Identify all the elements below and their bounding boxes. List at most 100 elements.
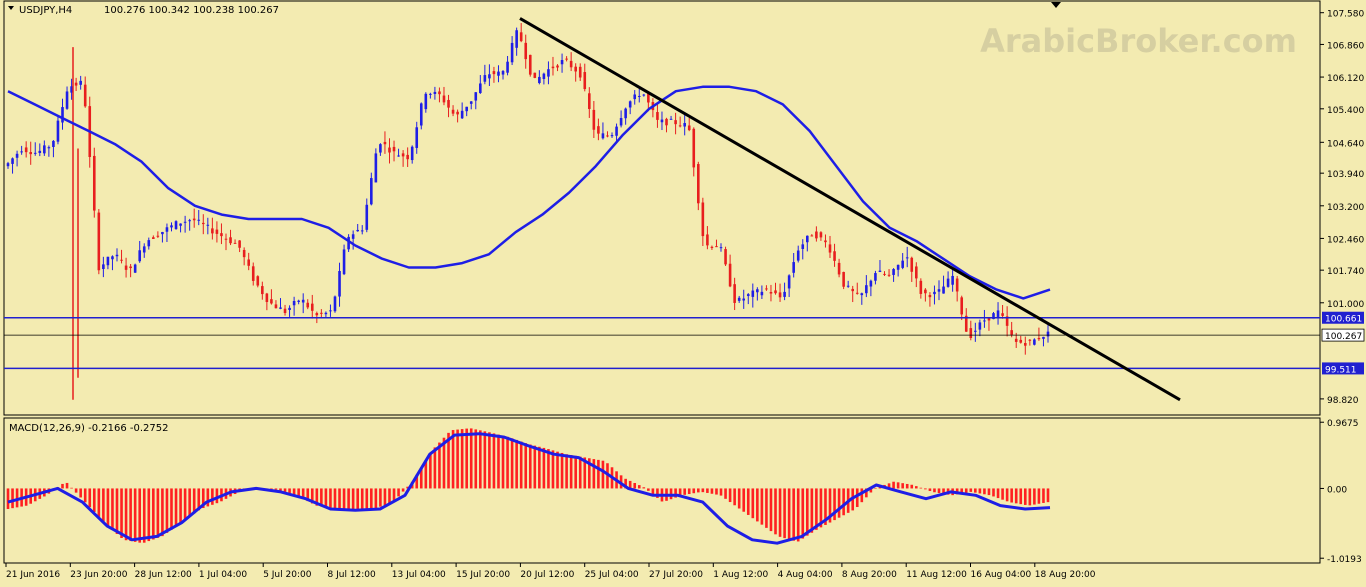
macd-bar	[960, 488, 964, 494]
candle-body	[433, 91, 437, 94]
candle	[92, 147, 96, 218]
candle-body	[215, 229, 219, 234]
candle	[170, 222, 173, 232]
chevron-down-icon[interactable]	[8, 6, 14, 10]
candle-body	[760, 291, 764, 296]
candle	[79, 75, 82, 90]
macd-bar	[138, 488, 142, 543]
macd-bar	[129, 488, 132, 542]
macd-bar	[692, 488, 696, 494]
macd-bar	[510, 438, 514, 489]
candle	[65, 86, 69, 110]
macd-bar	[647, 488, 650, 491]
macd-bar	[147, 488, 151, 542]
macd-bar	[597, 459, 600, 489]
candle	[1001, 304, 1004, 319]
candle-body	[20, 151, 23, 153]
candle	[624, 107, 627, 125]
candle-body	[1033, 339, 1036, 345]
candle-body	[356, 229, 359, 232]
candle	[687, 118, 691, 132]
macd-bar	[774, 488, 777, 535]
candle-body	[397, 155, 400, 157]
candle-body	[556, 65, 559, 68]
time-tick-label: 16 Aug 04:00	[971, 570, 1032, 580]
macd-bar	[578, 456, 582, 489]
candle-body	[669, 118, 673, 120]
candle-body	[1037, 337, 1041, 340]
candle-body	[469, 101, 473, 104]
price-panel[interactable]	[3, 0, 1321, 416]
macd-bar	[560, 452, 564, 489]
time-tick-label: 4 Aug 04:00	[778, 570, 833, 580]
trend-line[interactable]	[519, 17, 1181, 402]
price-tick-label: 106.860	[1327, 41, 1364, 51]
macd-bar	[483, 431, 487, 489]
candle-body	[964, 315, 968, 332]
candle-body	[1042, 336, 1045, 339]
candle-body	[955, 278, 959, 292]
candle	[1042, 336, 1045, 347]
macd-bar	[1033, 488, 1036, 505]
candle-body	[120, 259, 123, 261]
candle	[338, 262, 341, 307]
macd-bar	[796, 488, 800, 542]
candle	[556, 64, 559, 72]
shift-marker-icon[interactable]	[1051, 2, 1061, 8]
candle-body	[969, 328, 973, 339]
horizontal-levels[interactable]: 100.661 100.267 99.511	[4, 311, 1365, 376]
macd-panel[interactable]	[3, 417, 1321, 564]
candle	[156, 231, 160, 238]
candle-body	[765, 288, 768, 290]
candle-body	[61, 107, 64, 123]
macd-bar	[896, 482, 900, 489]
macd-bar	[996, 488, 1000, 499]
candle-body	[47, 147, 51, 149]
macd-bar	[987, 488, 991, 496]
candle	[996, 302, 1000, 325]
macd-bar	[887, 483, 891, 489]
candle-body	[846, 285, 850, 287]
macd-bar	[274, 488, 278, 490]
candle-body	[15, 153, 19, 158]
candle-body	[824, 240, 827, 243]
candle-body	[247, 259, 250, 266]
candle-body	[933, 291, 936, 295]
macd-bar	[806, 488, 809, 536]
candle	[692, 127, 696, 177]
candle-body	[315, 313, 319, 316]
candle	[801, 239, 805, 260]
macd-bar	[710, 488, 714, 494]
candle	[451, 105, 455, 117]
candle-body	[924, 289, 927, 294]
candle	[933, 285, 936, 305]
candle	[497, 65, 500, 83]
candle-body	[92, 155, 96, 211]
candle	[415, 121, 419, 154]
candle-body	[642, 94, 646, 96]
macd-bar	[969, 488, 973, 492]
candle	[628, 100, 632, 115]
candle-body	[978, 322, 982, 330]
candle-body	[565, 58, 568, 60]
macd-bar	[401, 488, 405, 492]
candle	[469, 101, 473, 110]
candle	[279, 298, 282, 310]
candle-body	[102, 264, 105, 269]
macd-bar	[528, 444, 532, 489]
candle-body	[415, 127, 419, 148]
candle	[465, 106, 468, 117]
candle	[746, 293, 750, 305]
macd-bar	[442, 437, 446, 489]
level-price-label: 100.267	[1325, 332, 1362, 342]
candle	[914, 262, 918, 288]
candle-body	[905, 257, 909, 259]
candle-body	[179, 223, 182, 226]
candle-body	[410, 146, 414, 161]
moving-average-line	[7, 85, 1051, 300]
level-price-box	[1322, 362, 1364, 375]
macd-bar	[370, 488, 373, 510]
candle	[1023, 336, 1027, 355]
candle-body	[588, 93, 591, 109]
